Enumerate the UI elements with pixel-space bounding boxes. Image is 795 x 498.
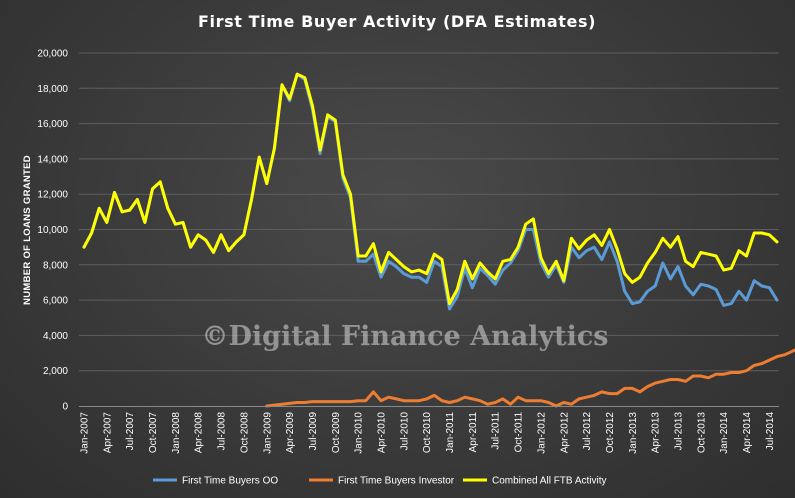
- x-tick-label: Jan-2012: [536, 412, 547, 454]
- x-tick-label: Jan-2007: [80, 412, 91, 454]
- y-axis-label: NUMBER OF LOANS GRANTED: [22, 155, 33, 305]
- x-tick-label: Oct-2012: [605, 412, 616, 454]
- y-tick-label: 12,000: [37, 190, 68, 201]
- y-tick-label: 2,000: [43, 366, 68, 377]
- x-tick-label: Jul-2014: [765, 412, 776, 451]
- legend-label: Combined All FTB Activity: [492, 476, 606, 487]
- x-tick-label: Jul-2008: [217, 412, 228, 451]
- x-tick-labels: Jan-2007 Apr-2007 Jul-2007 Oct-2007 Jan-2008…: [80, 412, 776, 454]
- watermark: ©Digital Finance Analytics: [201, 321, 608, 352]
- legend-label: First Time Buyers Investor: [338, 476, 455, 487]
- x-tick-label: Apr-2011: [468, 412, 479, 453]
- x-tick-label: Apr-2008: [194, 412, 205, 454]
- series-line-combined-all-ftb-activity: [82, 72, 779, 306]
- y-tick-label: 4,000: [43, 331, 68, 342]
- legend-label: First Time Buyers OO: [182, 476, 278, 487]
- x-tick-label: Jul-2011: [491, 412, 502, 450]
- x-tick-label: Apr-2007: [102, 412, 113, 454]
- x-tick-label: Apr-2013: [651, 412, 662, 454]
- y-tick-label: 20,000: [37, 49, 68, 60]
- y-tick-label: 16,000: [37, 119, 68, 130]
- x-tick-label: Apr-2009: [285, 412, 296, 454]
- chart-title: First Time Buyer Activity (DFA Estimates…: [198, 12, 596, 31]
- x-tick-label: Jul-2012: [582, 412, 593, 451]
- x-tick-label: Jan-2010: [354, 412, 365, 454]
- x-tick-label: Apr-2010: [377, 412, 388, 454]
- legend: First Time Buyers OO First Time Buyers In…: [153, 476, 606, 487]
- x-tick-label: Jan-2008: [171, 412, 182, 454]
- x-tick-label: Oct-2010: [422, 412, 433, 454]
- x-tick-label: Jan-2013: [628, 412, 639, 454]
- gridlines: [79, 52, 779, 372]
- x-tick-label: Jan-2011: [445, 412, 456, 453]
- x-tick-label: Jul-2009: [308, 412, 319, 451]
- x-tick-label: Jul-2010: [399, 412, 410, 451]
- x-tick-label: Oct-2008: [239, 412, 250, 454]
- legend-item-first-time-buyers-oo: First Time Buyers OO: [153, 476, 278, 487]
- series-lines: [82, 72, 795, 408]
- y-tick-label: 8,000: [43, 260, 68, 271]
- legend-item-first-time-buyers-investor: First Time Buyers Investor: [309, 476, 455, 487]
- x-tick-label: Oct-2009: [331, 412, 342, 454]
- legend-item-combined-all-ftb-activity: Combined All FTB Activity: [463, 476, 606, 487]
- y-tick-label: 14,000: [37, 154, 68, 165]
- y-tick-label: 6,000: [43, 296, 68, 307]
- series-line-first-time-buyers-investor: [265, 348, 795, 408]
- x-tick-label: Jan-2014: [719, 412, 730, 454]
- x-tick-label: Jan-2009: [262, 412, 273, 454]
- x-tick-label: Oct-2007: [148, 412, 159, 454]
- y-tick-label: 18,000: [37, 84, 68, 95]
- y-tick-label: 10,000: [37, 225, 68, 236]
- x-tick-label: Jul-2013: [674, 412, 685, 451]
- x-tick-label: Oct-2011: [514, 412, 525, 453]
- series-line-first-time-buyers-oo: [82, 72, 779, 311]
- y-tick-label: 0: [62, 402, 68, 413]
- x-tick-label: Oct-2013: [696, 412, 707, 454]
- x-tick-label: Apr-2014: [742, 412, 753, 454]
- x-tick-label: Apr-2012: [559, 412, 570, 454]
- x-tick-label: Jul-2007: [125, 412, 136, 451]
- y-tick-labels: 0 2,000 4,000 6,000 8,000 10,000 12,000 14,000 1…: [37, 49, 68, 413]
